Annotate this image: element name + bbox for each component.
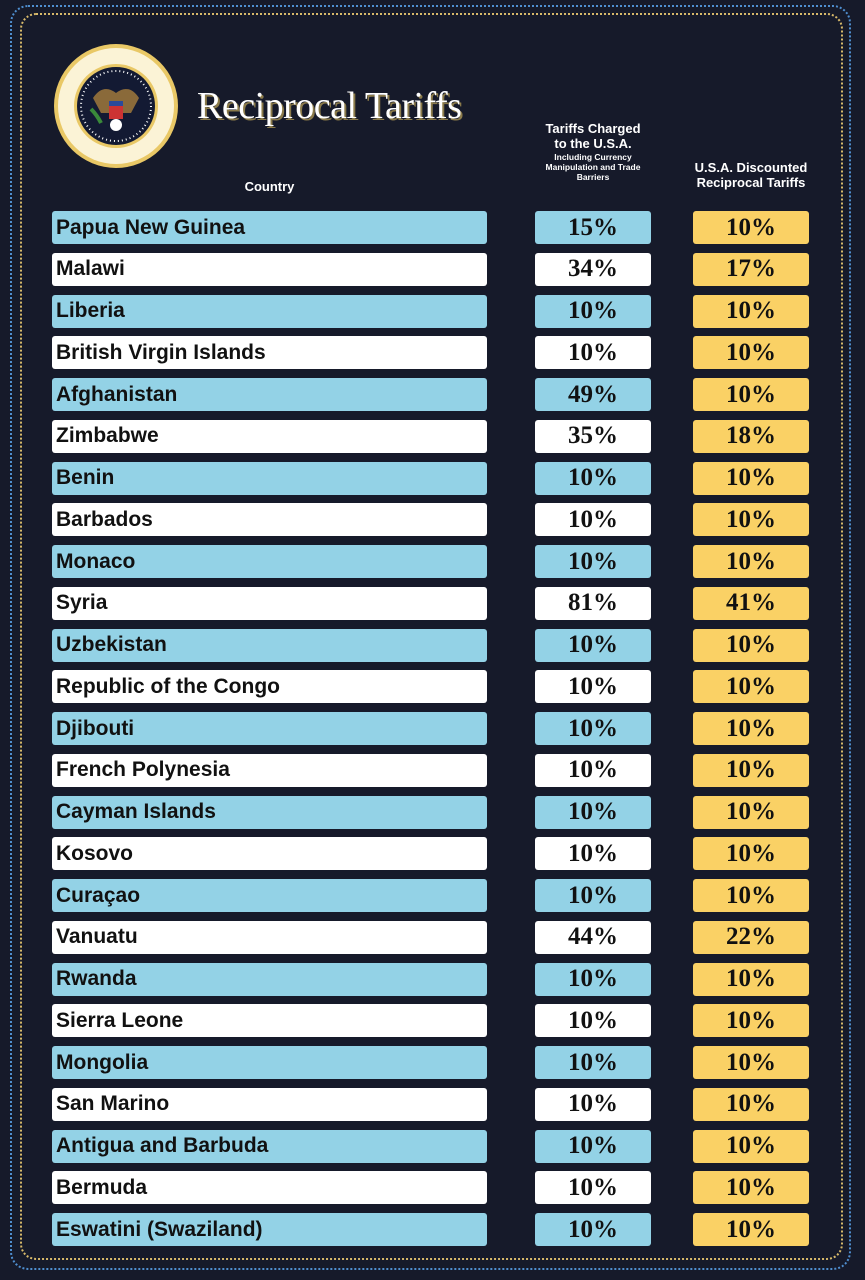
country-cell: Republic of the Congo (52, 670, 487, 704)
tariff-charged-cell: 10% (535, 461, 651, 495)
reciprocal-tariff-cell: 10% (693, 461, 809, 495)
reciprocal-tariff-cell: 10% (693, 753, 809, 787)
country-cell: British Virgin Islands (52, 336, 487, 370)
reciprocal-tariff-cell: 10% (693, 294, 809, 328)
country-cell: Cayman Islands (52, 795, 487, 829)
tariff-charged-cell: 10% (535, 1087, 651, 1121)
country-cell: Papua New Guinea (52, 211, 487, 244)
tariff-charged-cell: 10% (535, 712, 651, 745)
country-cell: Mongolia (52, 1046, 487, 1079)
tariff-charged-cell: 10% (535, 879, 651, 912)
country-cell: Syria (52, 586, 487, 620)
reciprocal-tariff-cell: 17% (693, 252, 809, 286)
reciprocal-tariff-cell: 41% (693, 586, 809, 620)
page-title: Reciprocal Tariffs (197, 85, 462, 127)
tariff-charged-cell: 10% (535, 1213, 651, 1246)
outer-dotted-border (10, 5, 851, 1270)
reciprocal-tariff-cell: 10% (693, 1213, 809, 1246)
tariff-charged-cell: 10% (535, 670, 651, 704)
tariff-charged-cell: 10% (535, 1129, 651, 1163)
tariffs-charged-title: Tariffs Charged to the U.S.A. (545, 121, 641, 151)
reciprocal-tariff-cell: 10% (693, 879, 809, 912)
tariff-charged-cell: 10% (535, 795, 651, 829)
tariff-charged-cell: 15% (535, 211, 651, 244)
reciprocal-tariff-cell: 10% (693, 712, 809, 745)
tariff-charged-cell: 35% (535, 419, 651, 453)
tariff-charged-cell: 10% (535, 1046, 651, 1079)
country-cell: Eswatini (Swaziland) (52, 1213, 487, 1246)
tariffs-charged-subtitle: Including Currency Manipulation and Trad… (545, 151, 641, 183)
country-cell: Curaçao (52, 879, 487, 912)
tariff-charged-cell: 10% (535, 837, 651, 871)
country-cell: French Polynesia (52, 753, 487, 787)
country-cell: Vanuatu (52, 920, 487, 954)
reciprocal-tariff-cell: 10% (693, 628, 809, 662)
tariff-charged-cell: 10% (535, 294, 651, 328)
reciprocal-tariff-cell: 10% (693, 503, 809, 537)
column-header-country: Country (244, 179, 295, 194)
reciprocal-tariff-cell: 10% (693, 336, 809, 370)
reciprocal-tariff-cell: 18% (693, 419, 809, 453)
tariff-charged-cell: 44% (535, 920, 651, 954)
reciprocal-tariff-cell: 10% (693, 211, 809, 244)
inner-dotted-border (20, 13, 843, 1260)
country-cell: Malawi (52, 252, 487, 286)
country-cell: Djibouti (52, 712, 487, 745)
country-cell: Bermuda (52, 1171, 487, 1205)
tariff-charged-cell: 10% (535, 336, 651, 370)
tariff-charged-cell: 10% (535, 962, 651, 996)
reciprocal-tariff-cell: 10% (693, 545, 809, 578)
tariff-charged-cell: 10% (535, 753, 651, 787)
tariff-charged-cell: 10% (535, 545, 651, 578)
tariff-charged-cell: 10% (535, 1004, 651, 1038)
country-cell: Uzbekistan (52, 628, 487, 662)
reciprocal-tariff-cell: 10% (693, 1046, 809, 1079)
column-header-reciprocal-tariffs: U.S.A. Discounted Reciprocal Tariffs (694, 160, 808, 190)
country-cell: Benin (52, 461, 487, 495)
reciprocal-tariff-cell: 10% (693, 1171, 809, 1205)
country-cell: Zimbabwe (52, 419, 487, 453)
tariff-charged-cell: 10% (535, 628, 651, 662)
country-cell: Monaco (52, 545, 487, 578)
tariff-charged-cell: 34% (535, 252, 651, 286)
reciprocal-tariff-cell: 10% (693, 1087, 809, 1121)
country-cell: Barbados (52, 503, 487, 537)
reciprocal-tariff-cell: 10% (693, 670, 809, 704)
country-cell: Afghanistan (52, 378, 487, 411)
tariff-charged-cell: 10% (535, 503, 651, 537)
reciprocal-tariff-cell: 22% (693, 920, 809, 954)
tariff-charged-cell: 49% (535, 378, 651, 411)
reciprocal-tariff-cell: 10% (693, 1129, 809, 1163)
reciprocal-tariff-cell: 10% (693, 837, 809, 871)
tariff-charged-cell: 10% (535, 1171, 651, 1205)
presidential-seal-icon (54, 44, 178, 168)
country-cell: Antigua and Barbuda (52, 1129, 487, 1163)
reciprocal-tariff-cell: 10% (693, 962, 809, 996)
country-cell: San Marino (52, 1087, 487, 1121)
reciprocal-tariff-cell: 10% (693, 795, 809, 829)
tariff-charged-cell: 81% (535, 586, 651, 620)
column-header-tariffs-charged: Tariffs Charged to the U.S.A. Including … (520, 121, 666, 183)
country-cell: Kosovo (52, 837, 487, 871)
country-cell: Sierra Leone (52, 1004, 487, 1038)
country-cell: Rwanda (52, 962, 487, 996)
country-cell: Liberia (52, 294, 487, 328)
reciprocal-tariff-cell: 10% (693, 1004, 809, 1038)
reciprocal-tariff-cell: 10% (693, 378, 809, 411)
